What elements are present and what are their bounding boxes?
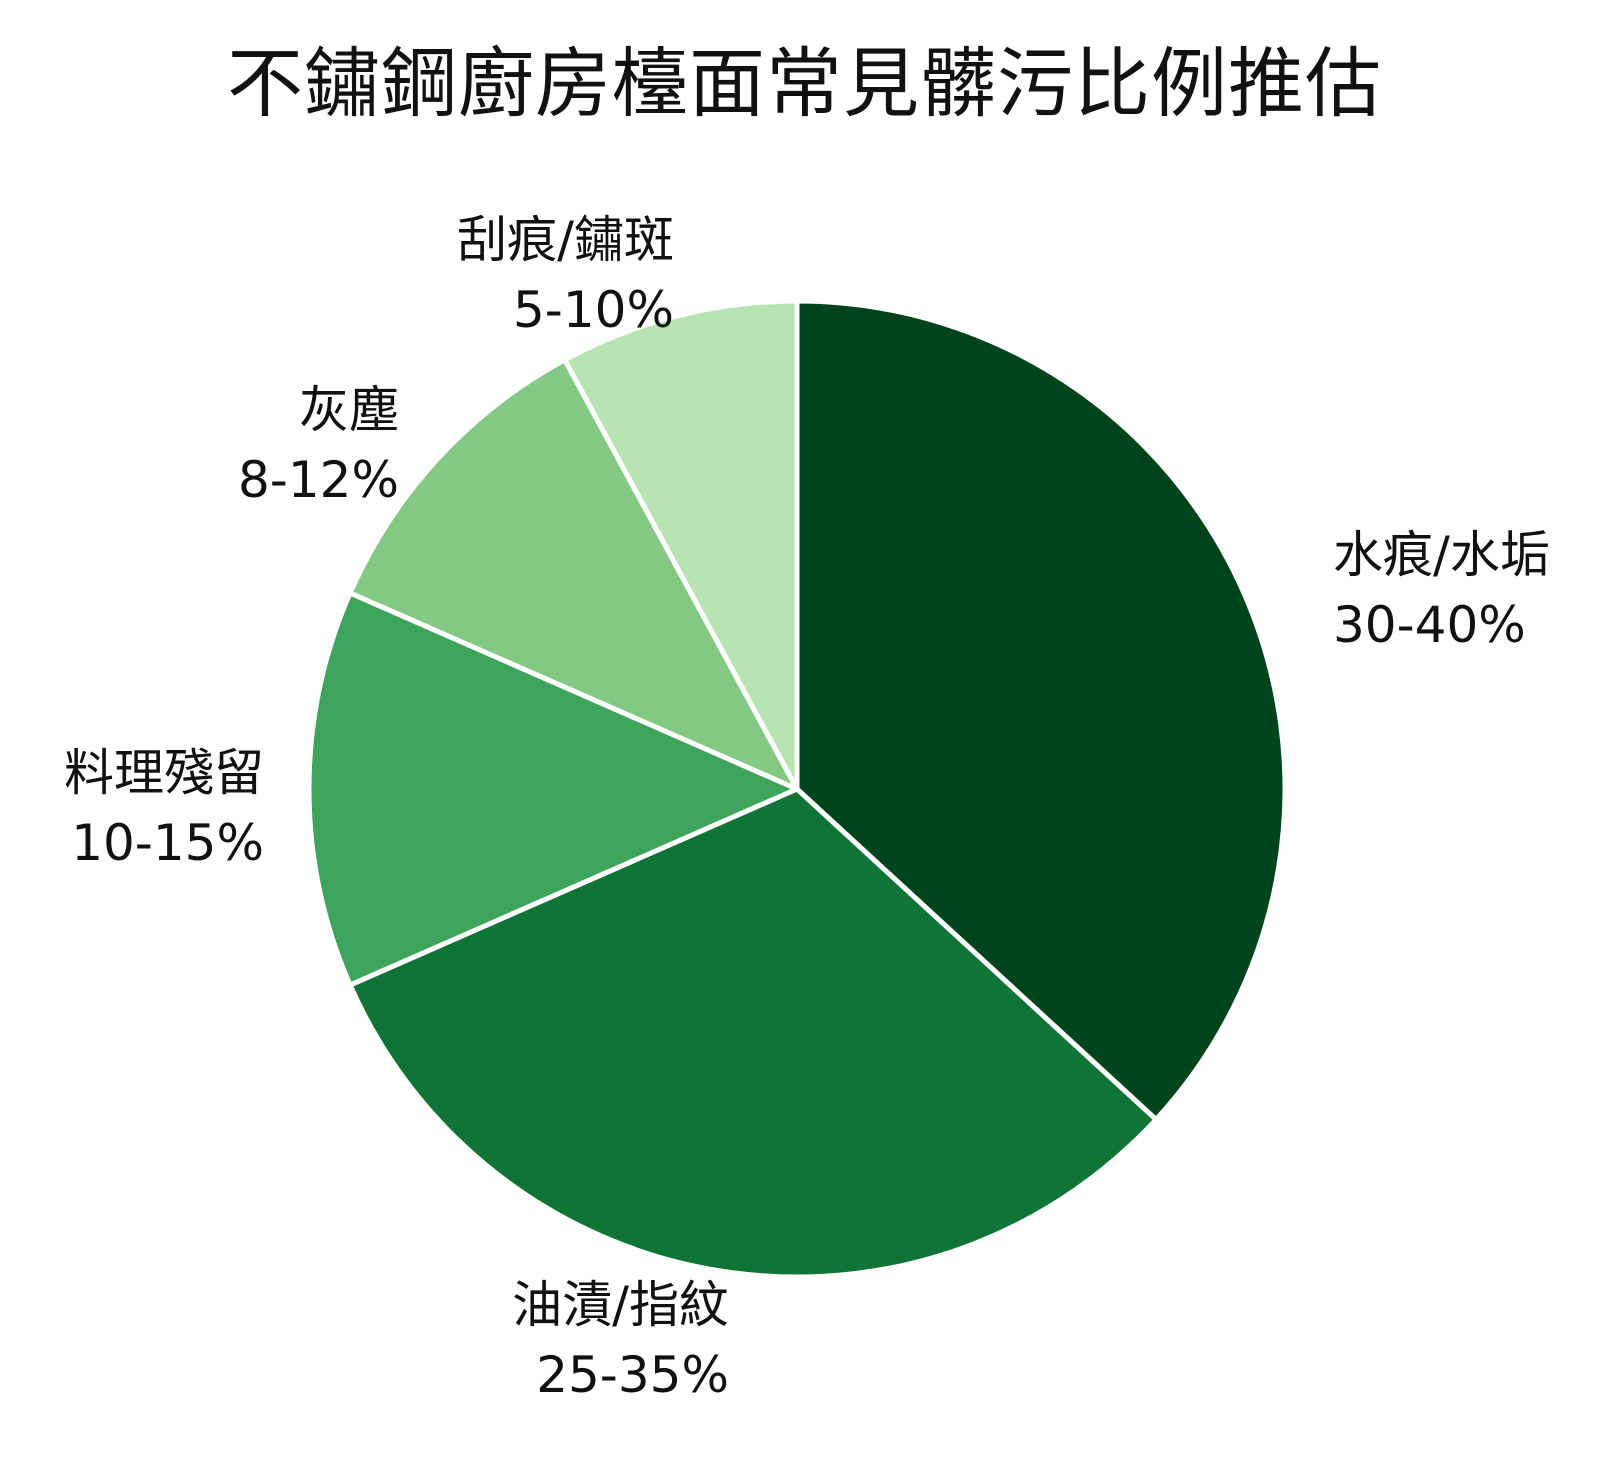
slice-label-cooking-residue: 料理殘留 10-15%: [64, 738, 264, 878]
slice-value: 30-40%: [1333, 596, 1526, 654]
slice-label-dust: 灰塵 8-12%: [238, 375, 399, 515]
slice-value: 5-10%: [513, 281, 674, 339]
chart-title: 不鏽鋼廚房檯面常見髒污比例推估: [227, 39, 1382, 128]
slice-category: 刮痕/鏽斑: [457, 211, 674, 269]
slice-category: 料理殘留: [64, 744, 264, 802]
pie-slice-2: [306, 590, 800, 988]
slice-label-grease: 油漬/指紋 25-35%: [512, 1270, 729, 1410]
pie-slice-3: [347, 357, 800, 792]
pie-slices: [306, 298, 1288, 1280]
pie-slice-4: [562, 298, 800, 792]
slice-value: 10-15%: [71, 814, 264, 872]
slice-category: 水痕/水垢: [1333, 526, 1550, 584]
slice-value: 8-12%: [238, 451, 399, 509]
slice-label-scratches-rust: 刮痕/鏽斑 5-10%: [457, 205, 674, 345]
pie-slice-0: [794, 298, 1288, 1123]
pie-slice-1: [347, 786, 1159, 1280]
slice-category: 油漬/指紋: [512, 1276, 729, 1334]
slice-category: 灰塵: [299, 381, 399, 439]
slice-label-water-stains: 水痕/水垢 30-40%: [1333, 520, 1550, 660]
slice-value: 25-35%: [536, 1346, 729, 1404]
